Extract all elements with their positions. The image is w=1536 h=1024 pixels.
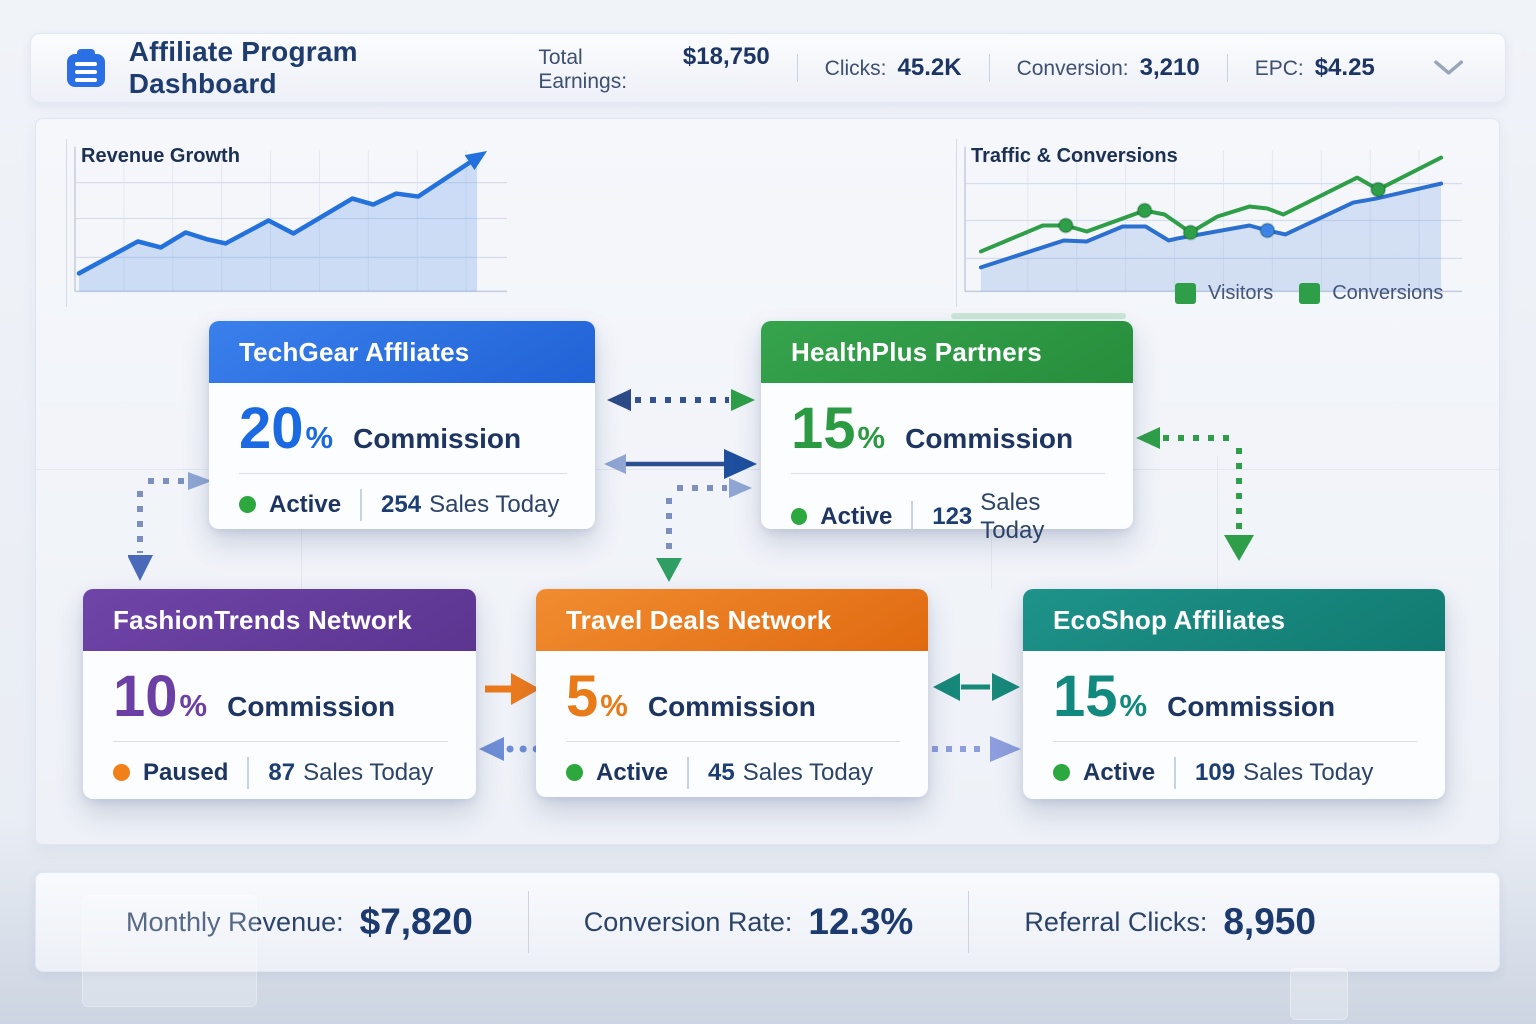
percent-sign: % <box>857 420 886 455</box>
sales-count: 254 <box>381 490 422 518</box>
divider <box>1174 756 1177 789</box>
sales-label: Sales Today <box>429 490 560 518</box>
status-dot <box>791 508 808 526</box>
affiliate-card-traveldeals[interactable]: Travel Deals Network 5 % Commission Acti… <box>536 589 928 797</box>
stat-conversion: Conversion: 3,210 <box>988 54 1227 82</box>
status-text: Active <box>1083 758 1156 786</box>
arrow-solid-techgear-healthplus <box>604 449 757 479</box>
arrow-dotted-healthplus-ecoshop <box>1136 427 1254 561</box>
legend-swatch <box>1299 283 1321 304</box>
commission-value: 15 <box>1053 664 1118 729</box>
sales-label: Sales Today <box>1243 758 1374 786</box>
footer-stats-bar: Monthly Revenue: $7,820 Conversion Rate:… <box>35 872 1500 972</box>
percent-sign: % <box>1119 688 1148 723</box>
grid-line <box>991 469 992 589</box>
percent-sign: % <box>600 688 628 723</box>
card-header: FashionTrends Network <box>83 589 476 651</box>
sales-count: 45 <box>708 758 735 786</box>
divider <box>113 740 448 742</box>
traffic-conversions-plot <box>964 146 1463 293</box>
commission-label: Commission <box>647 691 816 722</box>
decorative-shape <box>1290 968 1348 1020</box>
traffic-conversions-chart: Traffic & Conversions Visitors Conversio… <box>956 139 1466 307</box>
stat-referral-clicks: Referral Clicks: 8,950 <box>968 891 1371 953</box>
affiliate-card-fashiontrends[interactable]: FashionTrends Network 10 % Commission Pa… <box>83 589 476 799</box>
header-stats: Total Earnings: $18,750 Clicks: 45.2K Co… <box>511 43 1471 94</box>
arrow-dotted-techgear-healthplus <box>607 389 755 411</box>
card-header: HealthPlus Partners <box>761 321 1133 383</box>
commission-value: 10 <box>113 664 178 729</box>
diagram-panel: Revenue Growth Traffic & Conversions Vis… <box>35 118 1500 845</box>
affiliate-card-ecoshop[interactable]: EcoShop Affiliates 15 % Commission Activ… <box>1023 589 1445 799</box>
divider <box>247 756 250 789</box>
status-dot <box>1053 764 1070 782</box>
legend-swatch <box>1175 283 1196 304</box>
status-dot <box>566 764 583 782</box>
sales-count: 123 <box>932 502 973 530</box>
divider <box>911 500 914 533</box>
arrow-fashiontrends-traveldeals <box>485 673 540 705</box>
revenue-growth-chart: Revenue Growth <box>66 139 511 307</box>
status-text: Active <box>596 758 669 786</box>
status-text: Active <box>820 502 893 530</box>
chart-title: Traffic & Conversions <box>971 145 1178 167</box>
commission-label: Commission <box>353 423 522 454</box>
affiliate-card-techgear[interactable]: TechGear Affliates 20 % Commission Activ… <box>209 321 595 529</box>
sales-label: Sales Today <box>303 758 434 786</box>
commission-value: 5 <box>566 664 599 729</box>
sales-label: Sales Today <box>980 488 1045 544</box>
divider <box>360 488 363 521</box>
commission-label: Commission <box>905 423 1074 454</box>
status-dot <box>239 496 256 514</box>
page-title: Affiliate Program Dashboard <box>128 36 358 99</box>
stat-conversion-rate: Conversion Rate: 12.3% <box>527 891 969 953</box>
decorative-strip <box>951 313 1126 319</box>
status-dot <box>113 764 130 782</box>
divider <box>687 756 690 789</box>
legend-item-visitors: Visitors <box>1175 282 1273 305</box>
divider <box>566 740 900 742</box>
divider <box>791 472 1105 474</box>
commission-value: 15 <box>791 396 856 461</box>
commission-label: Commission <box>1167 691 1336 722</box>
commission-value: 20 <box>239 396 304 461</box>
top-header-bar: Affiliate Program Dashboard Total Earnin… <box>30 33 1506 103</box>
affiliate-card-healthplus[interactable]: HealthPlus Partners 15 % Commission Acti… <box>761 321 1133 544</box>
card-header: TechGear Affliates <box>209 321 595 383</box>
sales-count: 87 <box>268 758 296 786</box>
card-header: EcoShop Affiliates <box>1023 589 1445 651</box>
percent-sign: % <box>305 420 334 455</box>
divider <box>1053 740 1417 742</box>
chart-legend: Visitors Conversions <box>1175 282 1443 305</box>
divider <box>239 472 567 474</box>
sales-count: 109 <box>1195 758 1236 786</box>
card-header: Travel Deals Network <box>536 589 928 651</box>
revenue-growth-plot <box>74 146 508 293</box>
status-text: Active <box>269 490 342 518</box>
arrow-traveldeals-ecoshop <box>933 673 1020 701</box>
chart-title: Revenue Growth <box>81 145 240 167</box>
sales-label: Sales Today <box>742 758 874 786</box>
stat-epc: EPC: $4.25 <box>1226 54 1402 82</box>
status-text: Paused <box>143 758 229 786</box>
stat-total-earnings: Total Earnings: $18,750 <box>538 42 770 93</box>
stat-monthly-revenue: Monthly Revenue: $7,820 <box>126 901 473 942</box>
legend-item-conversions: Conversions <box>1299 282 1443 305</box>
chevron-down-icon[interactable] <box>1432 58 1465 78</box>
stat-clicks: Clicks: 45.2K <box>796 54 989 82</box>
arrow-dotted-traveldeals-fashiontrends <box>479 737 544 761</box>
percent-sign: % <box>179 688 208 723</box>
arrow-dotted-to-ecoshop <box>932 736 1021 762</box>
grid-line <box>301 469 302 589</box>
arrow-dotted-healthplus-traveldeals <box>656 478 752 582</box>
grid-line <box>1217 456 1218 591</box>
clipboard-icon <box>65 49 107 87</box>
commission-label: Commission <box>227 691 396 722</box>
